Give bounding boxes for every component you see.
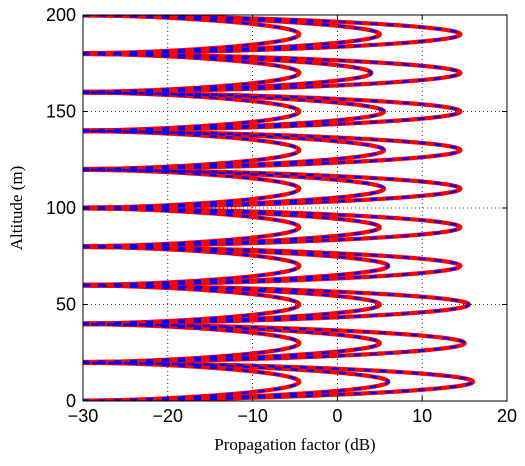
solid-lobe <box>83 51 302 95</box>
curve-layer <box>83 15 476 401</box>
solid-lobe <box>83 90 463 133</box>
solid-lobe <box>83 90 302 133</box>
dashed-lobe <box>83 129 386 171</box>
y-tick-labels: 0 50 100 150 200 <box>46 5 76 411</box>
y-axis-title: Altitude (m) <box>7 166 26 251</box>
solid-lobe <box>83 206 302 249</box>
solid-lobe <box>83 244 463 287</box>
x-tick-label: 20 <box>497 406 517 426</box>
solid-lobe <box>83 51 463 94</box>
dashed-lobe <box>83 361 475 401</box>
y-tick-label: 150 <box>46 102 76 122</box>
solid-lobe <box>83 244 302 288</box>
dashed-lobe <box>83 322 382 364</box>
solid-lobe <box>83 15 463 56</box>
solid-lobe <box>83 167 302 210</box>
series-dashed <box>83 15 475 401</box>
solid-lobe <box>83 321 302 365</box>
solid-lobe <box>83 360 302 401</box>
y-tick-label: 50 <box>56 295 76 315</box>
solid-lobe <box>83 206 463 249</box>
x-tick-labels: −30 −20 −10 0 10 20 <box>68 406 517 426</box>
x-tick-label: −30 <box>68 406 99 426</box>
solid-lobe <box>83 128 302 172</box>
solid-lobe <box>83 129 463 172</box>
y-tick-label: 200 <box>46 5 76 25</box>
x-tick-label: −10 <box>237 406 268 426</box>
dashed-lobe <box>83 207 382 248</box>
dashed-lobe <box>83 284 382 325</box>
axis-ticks <box>82 14 508 402</box>
dashed-lobe <box>83 361 390 401</box>
y-tick-label: 0 <box>66 391 76 411</box>
dashed-lobe <box>83 284 471 325</box>
dashed-lobe <box>83 323 466 364</box>
dashed-lobe <box>83 245 390 287</box>
x-axis-title: Propagation factor (dB) <box>214 435 375 454</box>
solid-lobe <box>83 167 463 210</box>
dashed-lobe <box>83 15 382 55</box>
solid-lobe <box>83 15 302 56</box>
x-tick-label: −20 <box>153 406 184 426</box>
dashed-lobe <box>83 91 386 132</box>
solid-lobe <box>83 283 302 326</box>
x-tick-label: 0 <box>332 406 342 426</box>
y-tick-label: 100 <box>46 198 76 218</box>
dashed-lobe <box>83 168 386 209</box>
dashed-lobe <box>83 52 373 94</box>
x-tick-label: 10 <box>412 406 432 426</box>
